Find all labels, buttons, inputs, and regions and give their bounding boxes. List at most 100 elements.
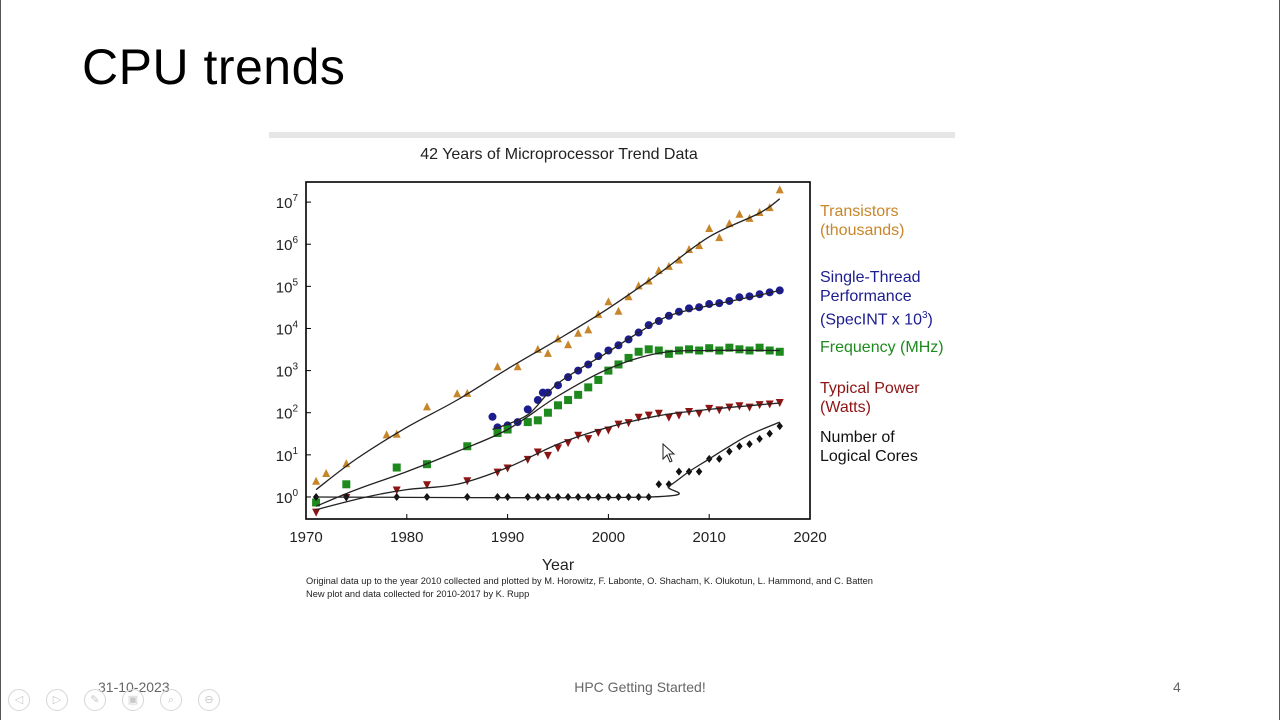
cores-point	[554, 492, 562, 501]
transistors-point	[312, 476, 321, 485]
frequency-point	[574, 390, 583, 399]
cores-point	[524, 492, 531, 501]
power-point	[584, 435, 593, 444]
cores-point	[726, 447, 733, 456]
transistors-point	[422, 402, 431, 411]
power-point	[654, 409, 663, 418]
transistors-point	[564, 340, 573, 349]
cores-point	[494, 492, 501, 501]
transistors-trend-line	[315, 198, 781, 491]
y-tick-label: 106	[276, 235, 299, 254]
credit-line-2: New plot and data collected for 2010-201…	[306, 589, 530, 599]
transistors-point	[604, 297, 613, 306]
frequency-point	[533, 416, 542, 425]
power-point	[695, 409, 704, 418]
y-tick-label: 102	[276, 404, 299, 423]
transistors-point	[382, 430, 391, 439]
x-tick-label: 1980	[390, 529, 423, 546]
x-axis-label: Year	[542, 557, 575, 574]
power-point	[664, 413, 673, 422]
legend-label-line: (thousands)	[820, 222, 905, 239]
more-button[interactable]: ⊖	[198, 689, 220, 711]
transistors-point	[322, 469, 331, 478]
cores-point	[746, 440, 753, 449]
frequency-point	[543, 408, 552, 417]
x-tick-label: 1990	[491, 529, 524, 546]
transistors-point	[775, 185, 784, 194]
cores-point	[716, 454, 723, 463]
frequency-point	[634, 347, 643, 356]
frequency-point	[463, 442, 472, 451]
frequency-point	[564, 396, 573, 405]
single_thread-trend-line	[492, 289, 780, 431]
frequency-point	[775, 347, 784, 356]
cores-point	[504, 492, 511, 501]
frequency-point	[604, 366, 613, 375]
transistors-point	[574, 328, 583, 337]
y-tick-label: 107	[276, 193, 299, 212]
y-tick-label: 103	[276, 362, 299, 381]
frequency-point	[584, 383, 593, 392]
single_thread-point	[533, 396, 542, 405]
cores-point	[756, 434, 763, 443]
chart-credit: Original data up to the year 2010 collec…	[306, 575, 873, 601]
single_thread-point	[488, 412, 497, 421]
arrow-right-button[interactable]: ▷	[46, 689, 68, 711]
cores-trend-line	[316, 421, 781, 499]
x-tick-label: 2010	[693, 529, 726, 546]
x-tick-label: 2020	[793, 529, 826, 546]
frequency-trend-line	[315, 349, 780, 507]
presentation-toolbar: ◁ ▷ ✎ ▣ ⌕ ⊖	[8, 689, 220, 711]
y-tick-label: 101	[276, 446, 299, 465]
frequency-point	[392, 463, 401, 472]
chart-figure: 1970 1980 1990 2000 2010 2020 100 101 102 103 104 1…	[269, 132, 955, 610]
cores-point	[585, 492, 592, 501]
x-tick-label: 1970	[289, 529, 322, 546]
power-point	[312, 508, 321, 517]
pen-button[interactable]: ✎	[84, 689, 106, 711]
legend-label-line: Typical Power	[820, 380, 920, 397]
frequency-point	[342, 480, 351, 489]
transistors-point	[695, 241, 704, 250]
x-tick-label: 2000	[592, 529, 625, 546]
transistors-point	[674, 255, 683, 264]
single_thread-point	[554, 381, 562, 390]
transistors-point	[614, 306, 623, 315]
power-point	[634, 413, 643, 422]
legend-label-line: Number of	[820, 429, 895, 446]
y-tick-label: 104	[276, 319, 299, 338]
footer-date: 31-10-2023	[98, 679, 170, 695]
power-point	[543, 451, 552, 460]
y-tick-label: 105	[276, 277, 299, 296]
arrow-left-button[interactable]: ◁	[8, 689, 30, 711]
frequency-point	[685, 345, 694, 354]
zoom-button[interactable]: ⌕	[160, 689, 182, 711]
frequency-point	[664, 349, 673, 358]
transistors-point	[453, 389, 462, 398]
frequency-point	[493, 429, 502, 438]
legend-label-line: (Watts)	[820, 399, 871, 416]
frequency-point	[523, 418, 532, 427]
slides-button[interactable]: ▣	[122, 689, 144, 711]
frequency-point	[725, 343, 734, 352]
legend-entry-power: Typical Power (Watts)	[820, 379, 920, 417]
single_thread-point	[594, 352, 603, 361]
transistors-point	[735, 209, 744, 218]
legend-label-line: Logical Cores	[820, 448, 918, 465]
transistors-point	[533, 344, 542, 353]
transistors-point	[634, 281, 643, 290]
frequency-point	[624, 353, 633, 362]
legend-label-line: Performance	[820, 288, 912, 305]
credit-line-1: Original data up to the year 2010 collec…	[306, 576, 873, 586]
frequency-point	[644, 345, 653, 354]
legend-entry-cores: Number of Logical Cores	[820, 428, 918, 466]
frequency-point	[594, 375, 603, 384]
single_thread-point	[523, 405, 532, 414]
power-point	[554, 444, 562, 453]
slide-edge-left	[0, 0, 1, 720]
legend-label-line: Single-Thread	[820, 269, 921, 286]
power-point	[765, 400, 774, 409]
cores-point	[695, 467, 703, 476]
transistors-point	[685, 244, 694, 253]
legend-label-line: Transistors	[820, 203, 899, 220]
